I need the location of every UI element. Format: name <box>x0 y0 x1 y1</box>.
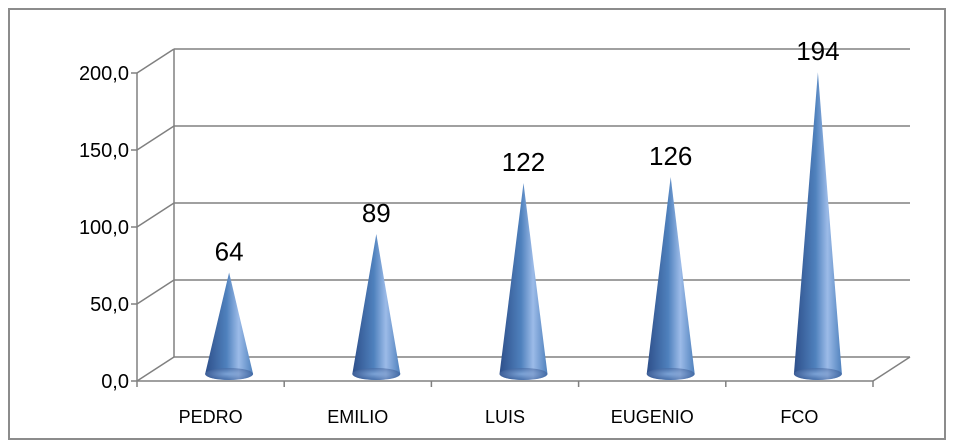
cone-body <box>499 183 548 380</box>
x-tick-label: PEDRO <box>179 407 243 427</box>
y-tick-label: 150,0 <box>79 140 129 162</box>
cone-layer <box>205 72 842 381</box>
data-label: 194 <box>796 36 839 66</box>
x-tick-label: LUIS <box>485 407 525 427</box>
data-label: 126 <box>649 141 692 171</box>
grid-layer <box>136 48 911 382</box>
cone-body <box>205 272 254 380</box>
gridline-depth <box>136 48 175 74</box>
data-label: 64 <box>215 236 244 266</box>
gridline-depth <box>136 202 175 228</box>
label-layer: 64 PEDRO 89 EMILIO 122 LUIS 126 EUGENIO 194 FCO <box>179 36 840 427</box>
chart-frame <box>8 8 946 440</box>
gridline-depth <box>136 279 175 305</box>
data-label: 89 <box>362 198 391 228</box>
x-tick-label: FCO <box>780 407 818 427</box>
y-tick-label: 100,0 <box>79 217 129 239</box>
axis-layer: 0,0 50,0 100,0 150,0 200,0 <box>79 63 874 393</box>
cone-base <box>352 368 401 380</box>
gridline-depth <box>136 356 175 382</box>
y-tick-label: 200,0 <box>79 63 129 85</box>
data-label: 122 <box>502 147 545 177</box>
cone-base <box>793 368 842 380</box>
cone-base <box>646 368 695 380</box>
cone-eugenio <box>646 176 695 380</box>
x-tick-label: EUGENIO <box>611 407 694 427</box>
cone-body <box>793 72 842 381</box>
x-tick-label: EMILIO <box>327 407 388 427</box>
cone-body <box>646 176 695 380</box>
cone-base <box>499 368 548 380</box>
floor-right-edge <box>872 356 911 382</box>
y-tick-label: 0,0 <box>101 371 129 393</box>
cone-base <box>205 368 254 380</box>
cone-emilio <box>352 233 401 380</box>
cone-body <box>352 233 401 380</box>
y-tick-label: 50,0 <box>90 294 129 316</box>
cone-fco <box>793 72 842 381</box>
cone-pedro <box>205 272 254 380</box>
gridline-depth <box>136 125 175 151</box>
cone-luis <box>499 183 548 380</box>
